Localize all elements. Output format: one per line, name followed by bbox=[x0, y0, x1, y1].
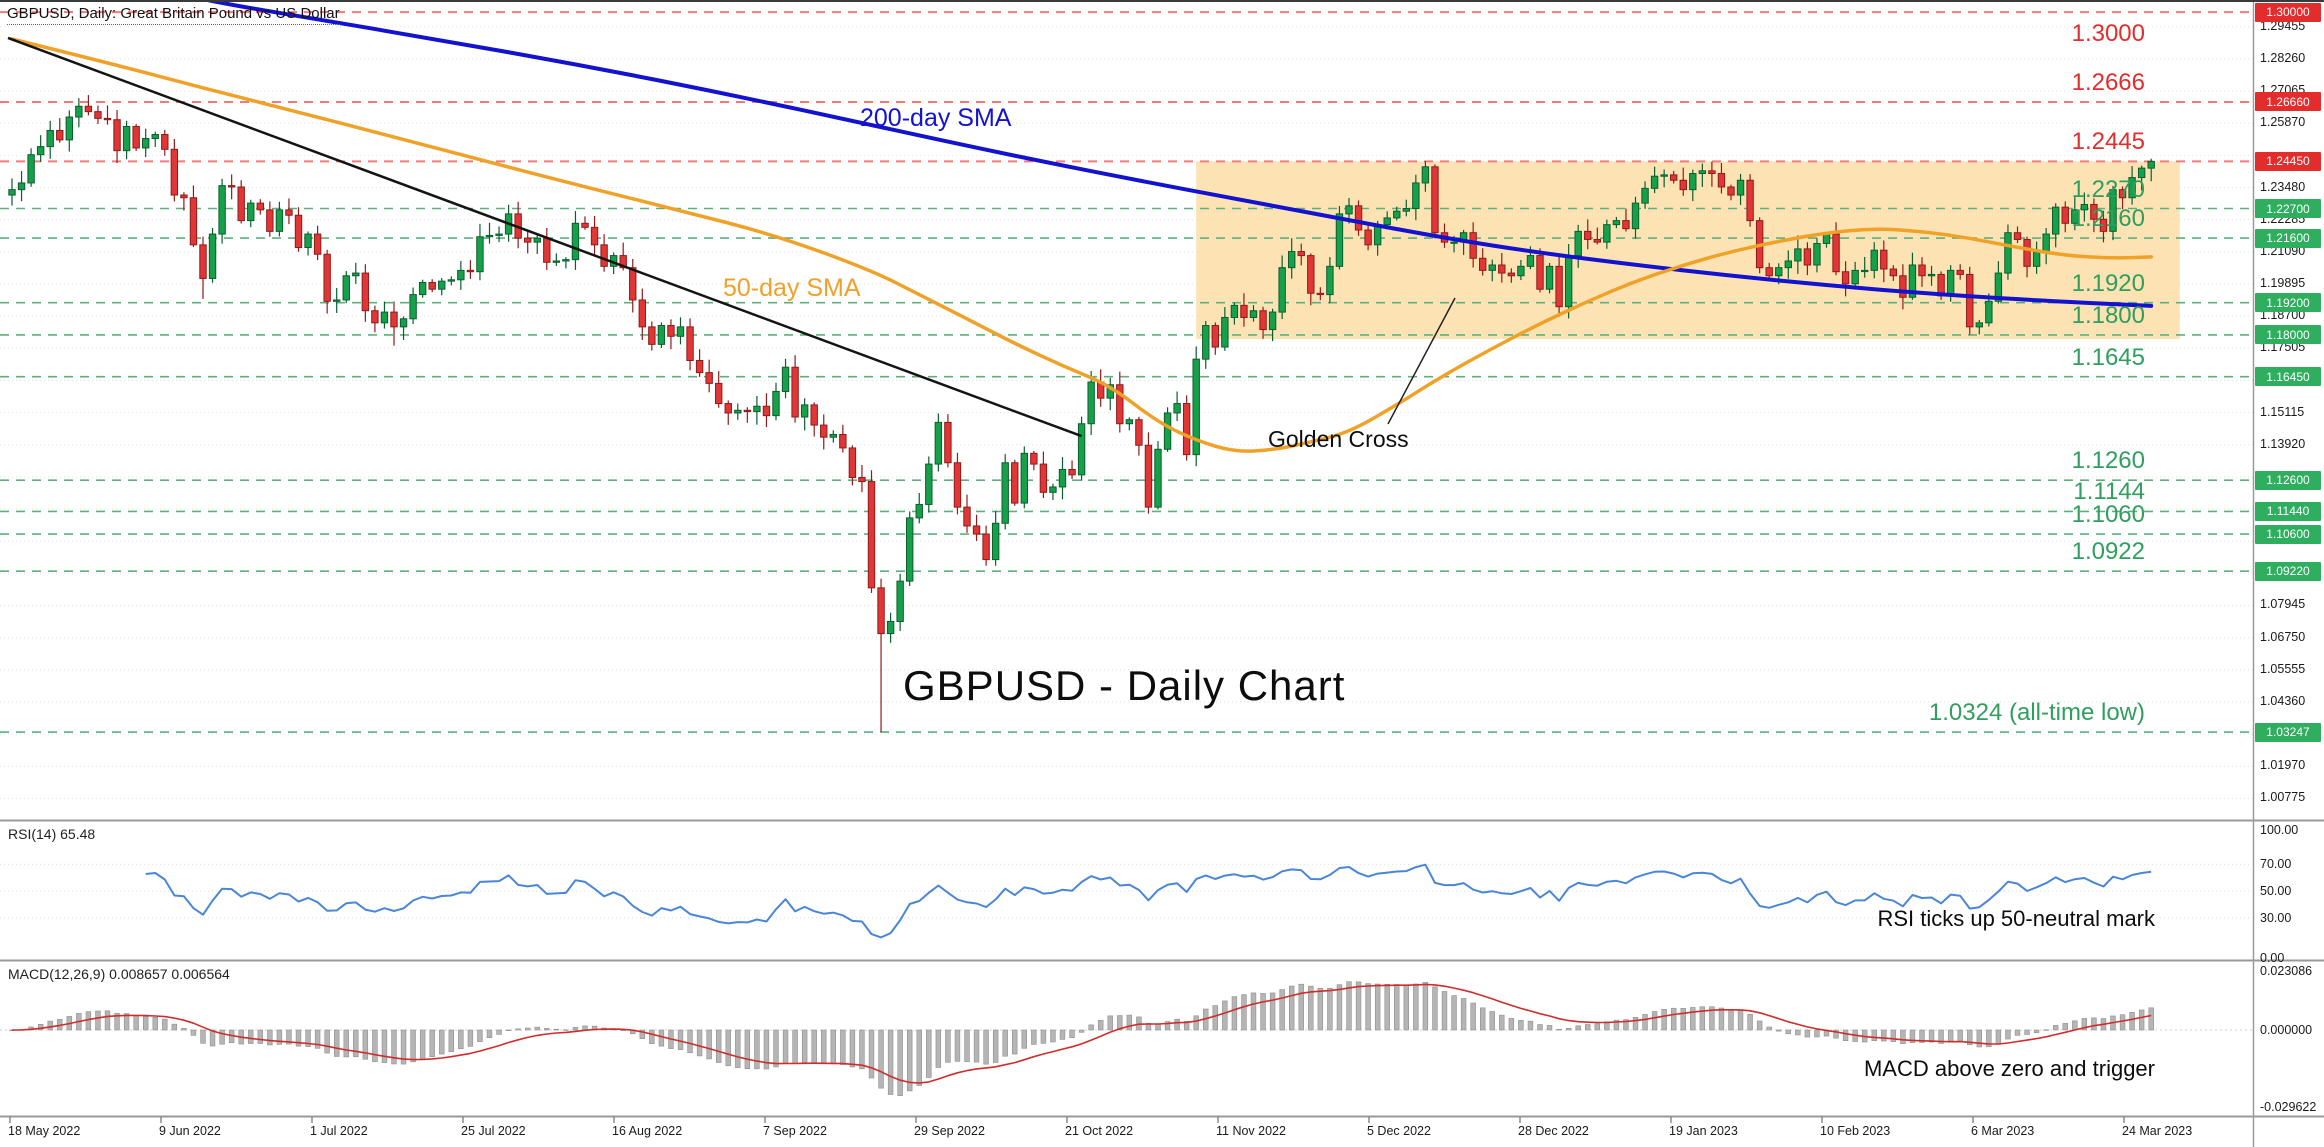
rsi-line bbox=[145, 863, 2152, 939]
consolidation-zone bbox=[1196, 161, 2180, 339]
rsi-pane[interactable] bbox=[0, 863, 2253, 939]
sma200-line bbox=[197, 0, 2154, 308]
golden-cross-pointer bbox=[1387, 297, 1456, 425]
downtrend-line bbox=[7, 36, 1083, 438]
price-pane[interactable] bbox=[0, 0, 2253, 799]
candlestick-series bbox=[8, 95, 2155, 733]
window-top-border bbox=[0, 0, 2324, 2]
macd-pane[interactable] bbox=[0, 981, 2253, 1096]
macd-signal-line bbox=[11, 983, 2152, 1084]
sma50-line bbox=[10, 37, 2153, 453]
